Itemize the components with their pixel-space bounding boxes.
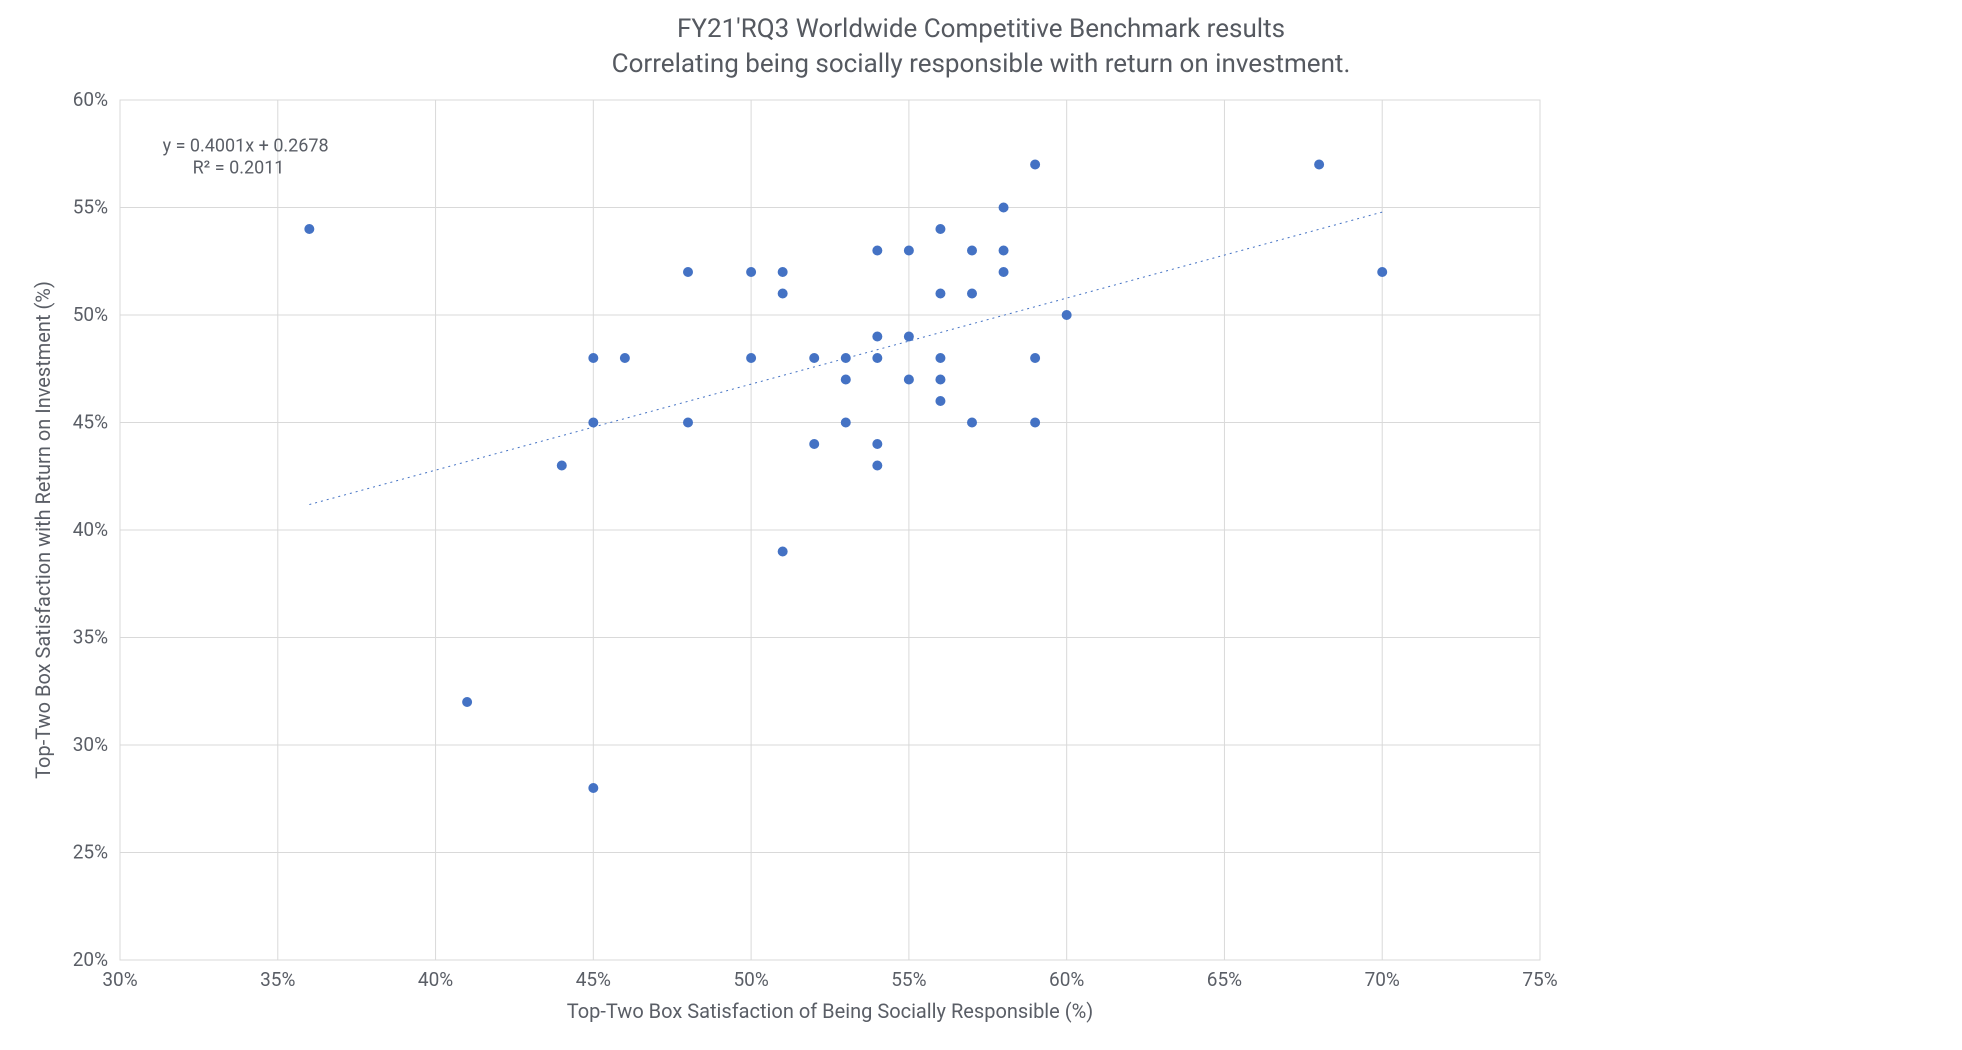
data-point	[462, 697, 472, 707]
x-tick-label: 30%	[102, 968, 137, 991]
data-point	[1030, 353, 1040, 363]
data-point	[967, 246, 977, 256]
data-point	[557, 461, 567, 471]
y-tick-label: 35%	[73, 626, 108, 649]
data-point	[841, 353, 851, 363]
data-point	[935, 396, 945, 406]
data-point	[778, 289, 788, 299]
data-point	[872, 353, 882, 363]
data-point	[904, 246, 914, 256]
data-point	[1030, 418, 1040, 428]
data-point	[588, 783, 598, 793]
regression-equation: y = 0.4001x + 0.2678	[163, 136, 329, 157]
data-point	[904, 332, 914, 342]
data-point	[872, 461, 882, 471]
data-point	[683, 267, 693, 277]
y-tick-label: 45%	[73, 411, 108, 434]
x-tick-label: 40%	[418, 968, 453, 991]
y-tick-label: 50%	[73, 303, 108, 326]
y-tick-label: 40%	[73, 518, 108, 541]
data-point	[683, 418, 693, 428]
data-point	[999, 267, 1009, 277]
x-tick-label: 55%	[891, 968, 926, 991]
data-point	[778, 547, 788, 557]
data-point	[1314, 160, 1324, 170]
y-tick-label: 30%	[73, 733, 108, 756]
data-point	[841, 418, 851, 428]
chart-title-line1: FY21'RQ3 Worldwide Competitive Benchmark…	[0, 12, 1962, 47]
data-point	[620, 353, 630, 363]
r-squared: R² = 0.2011	[193, 158, 285, 179]
data-point	[904, 375, 914, 385]
data-point	[872, 246, 882, 256]
data-point	[935, 224, 945, 234]
data-point	[935, 375, 945, 385]
y-tick-label: 20%	[73, 948, 108, 971]
chart-title-line2: Correlating being socially responsible w…	[0, 47, 1962, 82]
x-tick-label: 65%	[1207, 968, 1242, 991]
data-point	[999, 203, 1009, 213]
chart-title: FY21'RQ3 Worldwide Competitive Benchmark…	[0, 12, 1962, 82]
y-tick-label: 25%	[73, 841, 108, 864]
data-point	[872, 439, 882, 449]
data-point	[935, 353, 945, 363]
data-point	[304, 224, 314, 234]
data-point	[778, 267, 788, 277]
data-point	[967, 289, 977, 299]
data-point	[935, 289, 945, 299]
x-tick-label: 50%	[733, 968, 768, 991]
data-point	[872, 332, 882, 342]
y-axis-title: Top-Two Box Satisfaction with Return on …	[31, 281, 55, 779]
data-point	[999, 246, 1009, 256]
data-point	[841, 375, 851, 385]
x-tick-label: 75%	[1522, 968, 1557, 991]
data-point	[746, 353, 756, 363]
data-point	[1062, 310, 1072, 320]
data-point	[809, 353, 819, 363]
x-tick-label: 35%	[260, 968, 295, 991]
data-point	[1377, 267, 1387, 277]
scatter-chart: 30% 35% 40% 45% 50% 55% 60% 65% 70% 75% 20% 25% 30% 3…	[0, 90, 1962, 1040]
x-tick-label: 45%	[576, 968, 611, 991]
y-tick-label: 55%	[73, 196, 108, 219]
x-tick-label: 60%	[1049, 968, 1084, 991]
data-point	[588, 353, 598, 363]
data-point	[809, 439, 819, 449]
data-point	[588, 418, 598, 428]
y-tick-label: 60%	[73, 90, 108, 111]
x-axis-title: Top-Two Box Satisfaction of Being Social…	[567, 999, 1093, 1023]
x-tick-label: 70%	[1365, 968, 1400, 991]
data-point	[746, 267, 756, 277]
data-point	[1030, 160, 1040, 170]
data-point	[967, 418, 977, 428]
